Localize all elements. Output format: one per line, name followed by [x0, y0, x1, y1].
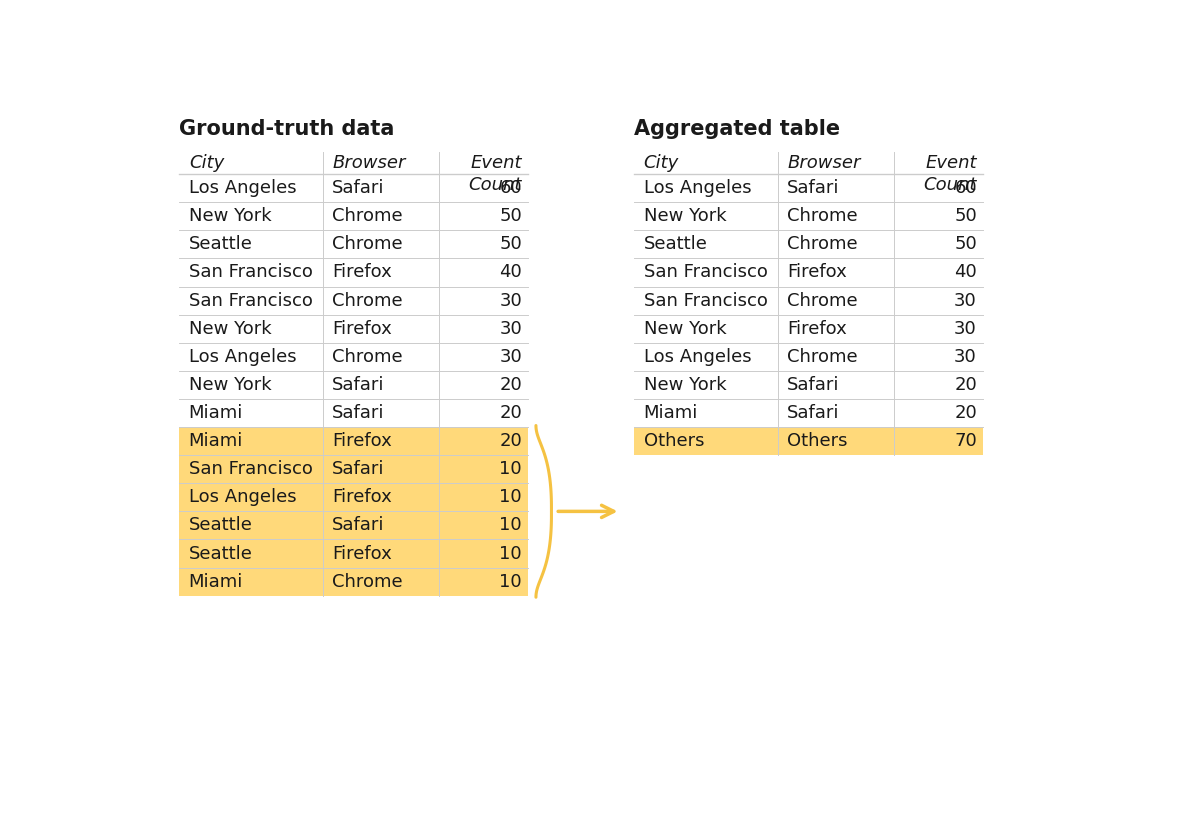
Text: 10: 10 [499, 460, 522, 478]
Text: Seattle: Seattle [188, 544, 253, 562]
Text: Safari: Safari [332, 460, 385, 478]
Bar [180, 511, 528, 539]
Text: San Francisco: San Francisco [188, 264, 313, 281]
Text: Safari: Safari [787, 179, 840, 197]
Text: Seattle: Seattle [188, 516, 253, 534]
Text: Firefox: Firefox [332, 544, 392, 562]
Text: 20: 20 [954, 404, 977, 422]
Text: Safari: Safari [332, 516, 385, 534]
Text: San Francisco: San Francisco [643, 292, 768, 310]
Text: 20: 20 [499, 376, 522, 394]
Text: 30: 30 [499, 320, 522, 338]
Text: 60: 60 [499, 179, 522, 197]
Text: Firefox: Firefox [332, 488, 392, 506]
Text: 20: 20 [499, 404, 522, 422]
Text: 10: 10 [499, 516, 522, 534]
Text: Chrome: Chrome [787, 235, 858, 253]
Text: Safari: Safari [332, 404, 385, 422]
Text: 30: 30 [954, 320, 977, 338]
Text: 50: 50 [499, 207, 522, 225]
Bar [180, 427, 528, 455]
Text: New York: New York [643, 320, 726, 338]
Text: 50: 50 [954, 235, 977, 253]
Text: Chrome: Chrome [332, 235, 403, 253]
Text: 30: 30 [499, 348, 522, 366]
Text: Event
Count: Event Count [469, 154, 522, 194]
Text: Los Angeles: Los Angeles [643, 348, 751, 366]
Text: Chrome: Chrome [787, 207, 858, 225]
Bar [180, 455, 528, 483]
Text: 20: 20 [499, 432, 522, 450]
Text: Chrome: Chrome [332, 207, 403, 225]
Text: Los Angeles: Los Angeles [188, 488, 296, 506]
Text: New York: New York [188, 376, 271, 394]
Text: Browser: Browser [332, 154, 406, 172]
Text: San Francisco: San Francisco [643, 264, 768, 281]
Text: Chrome: Chrome [332, 292, 403, 310]
Text: 50: 50 [954, 207, 977, 225]
Text: 70: 70 [954, 432, 977, 450]
Text: Safari: Safari [787, 376, 840, 394]
Text: Safari: Safari [787, 404, 840, 422]
Text: Firefox: Firefox [787, 264, 847, 281]
Text: 40: 40 [499, 264, 522, 281]
Text: Seattle: Seattle [643, 235, 708, 253]
Text: 30: 30 [954, 292, 977, 310]
Text: Los Angeles: Los Angeles [188, 179, 296, 197]
Bar [180, 539, 528, 567]
Text: Seattle: Seattle [188, 235, 253, 253]
Text: New York: New York [188, 320, 271, 338]
Text: Firefox: Firefox [332, 320, 392, 338]
Text: Aggregated table: Aggregated table [635, 119, 840, 140]
Text: Safari: Safari [332, 179, 385, 197]
Text: 10: 10 [499, 573, 522, 591]
Text: 30: 30 [954, 348, 977, 366]
Text: 10: 10 [499, 544, 522, 562]
Text: San Francisco: San Francisco [188, 292, 313, 310]
Text: Los Angeles: Los Angeles [643, 179, 751, 197]
Text: Miami: Miami [188, 432, 244, 450]
Text: Miami: Miami [188, 573, 244, 591]
Text: Ground-truth data: Ground-truth data [180, 119, 395, 140]
Text: 60: 60 [954, 179, 977, 197]
Text: Firefox: Firefox [787, 320, 847, 338]
Text: Event
Count: Event Count [924, 154, 977, 194]
Bar [180, 567, 528, 596]
Bar [180, 483, 528, 511]
Text: San Francisco: San Francisco [188, 460, 313, 478]
Text: Safari: Safari [332, 376, 385, 394]
Text: Browser: Browser [787, 154, 860, 172]
Text: New York: New York [643, 376, 726, 394]
Text: Others: Others [643, 432, 704, 450]
Text: 50: 50 [499, 235, 522, 253]
Text: New York: New York [643, 207, 726, 225]
Text: 40: 40 [954, 264, 977, 281]
Text: Others: Others [787, 432, 847, 450]
Text: Chrome: Chrome [332, 573, 403, 591]
Text: New York: New York [188, 207, 271, 225]
Text: City: City [188, 154, 224, 172]
Text: Chrome: Chrome [332, 348, 403, 366]
Text: Los Angeles: Los Angeles [188, 348, 296, 366]
Text: City: City [643, 154, 679, 172]
Text: Firefox: Firefox [332, 432, 392, 450]
Text: Miami: Miami [188, 404, 244, 422]
Text: Chrome: Chrome [787, 292, 858, 310]
Text: 30: 30 [499, 292, 522, 310]
Text: 20: 20 [954, 376, 977, 394]
Text: Chrome: Chrome [787, 348, 858, 366]
Bar [635, 427, 983, 455]
Text: Miami: Miami [643, 404, 698, 422]
Text: 10: 10 [499, 488, 522, 506]
Text: Firefox: Firefox [332, 264, 392, 281]
